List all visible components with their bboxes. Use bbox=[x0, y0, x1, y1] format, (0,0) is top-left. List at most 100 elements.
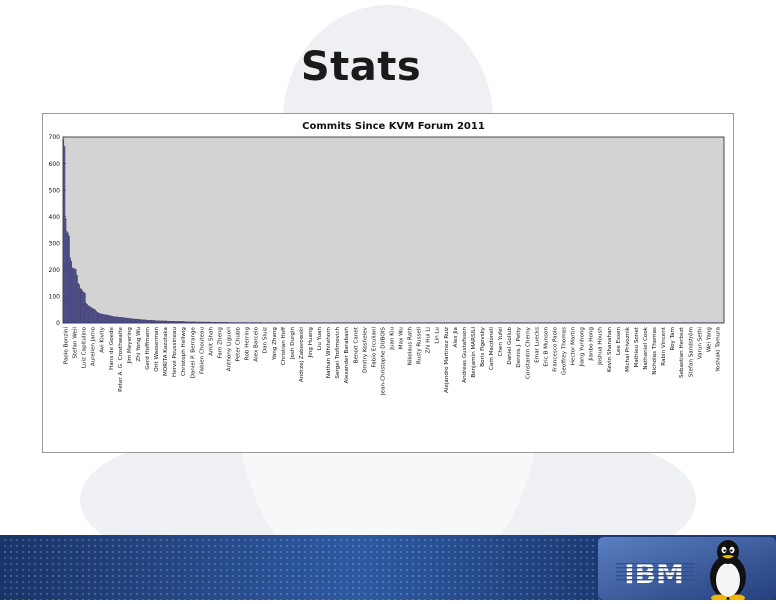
bar bbox=[150, 320, 151, 323]
bar bbox=[162, 321, 163, 323]
bar bbox=[248, 322, 249, 323]
bar bbox=[185, 322, 186, 323]
bar bbox=[240, 322, 241, 323]
x-tick-label: Zhi Yong Wu bbox=[136, 327, 142, 362]
bar bbox=[171, 321, 172, 323]
bar bbox=[156, 321, 157, 323]
bar bbox=[250, 322, 251, 323]
x-tick-label: Roy Tam bbox=[670, 327, 676, 351]
bar bbox=[70, 258, 71, 323]
bar bbox=[255, 322, 256, 323]
bar bbox=[223, 322, 224, 323]
y-tick-label: 300 bbox=[49, 240, 61, 247]
x-tick-label: Aurelien Jarno bbox=[91, 326, 97, 366]
x-tick-label: Jiang Yunhong bbox=[580, 327, 586, 368]
bar bbox=[198, 322, 199, 323]
bar bbox=[147, 320, 148, 323]
bar bbox=[238, 322, 239, 323]
bar bbox=[77, 275, 78, 323]
bar bbox=[141, 320, 142, 323]
bar bbox=[65, 218, 66, 323]
x-tick-label: Avi Kivity bbox=[100, 326, 106, 352]
bar bbox=[151, 320, 152, 323]
bar bbox=[68, 233, 69, 323]
x-tick-label: Max Wu bbox=[399, 327, 405, 350]
bar bbox=[149, 320, 150, 323]
bar bbox=[167, 321, 168, 323]
bar bbox=[112, 316, 113, 323]
bar bbox=[257, 322, 258, 323]
bar bbox=[180, 321, 181, 323]
bar bbox=[226, 322, 227, 323]
bar bbox=[215, 322, 216, 323]
bar bbox=[218, 322, 219, 323]
bar bbox=[181, 321, 182, 323]
bar bbox=[105, 315, 106, 323]
bar bbox=[178, 321, 179, 323]
bar bbox=[125, 318, 126, 323]
bar bbox=[196, 322, 197, 323]
bar bbox=[129, 318, 130, 323]
bar bbox=[199, 322, 200, 323]
x-tick-label: Geoffrey Thomas bbox=[562, 327, 568, 375]
x-tick-label: MORITA Kazutaka bbox=[163, 327, 169, 376]
x-tick-label: Rusty Russell bbox=[417, 327, 423, 364]
bar bbox=[261, 322, 262, 323]
bar bbox=[64, 146, 65, 323]
bar bbox=[90, 307, 91, 323]
bar bbox=[71, 261, 72, 323]
bar bbox=[83, 292, 84, 323]
bar bbox=[165, 321, 166, 323]
bar bbox=[99, 313, 100, 323]
x-tick-label: Jianbo Hong bbox=[589, 327, 595, 362]
svg-text:IBM: IBM bbox=[624, 557, 684, 590]
bar bbox=[91, 308, 92, 323]
x-tick-label: Chen Yufei bbox=[498, 327, 504, 357]
bar bbox=[161, 321, 162, 323]
x-tick-label: Christoph Hellwig bbox=[181, 327, 187, 377]
x-tick-label: Zhi Hui Li bbox=[426, 327, 432, 354]
plot-area bbox=[63, 137, 724, 323]
bar bbox=[229, 322, 230, 323]
x-tick-label: Luiz Capitulino bbox=[82, 326, 88, 368]
x-tick-label: Orit Wasserman bbox=[154, 327, 160, 372]
bar bbox=[108, 315, 109, 323]
bar bbox=[230, 322, 231, 323]
x-tick-label: Hans de Goede bbox=[109, 326, 115, 369]
x-tick-label: Dmitry Koshelev bbox=[362, 326, 368, 373]
bar bbox=[66, 231, 67, 323]
bar bbox=[244, 322, 245, 323]
bar bbox=[225, 322, 226, 323]
bar bbox=[182, 321, 183, 323]
x-tick-label: Andrzej Zaborowski bbox=[299, 327, 305, 382]
bar bbox=[109, 316, 110, 323]
bar bbox=[114, 317, 115, 323]
x-tick-label: Peter A. G. Crosthwaite bbox=[118, 326, 124, 391]
y-tick-label: 200 bbox=[49, 267, 61, 274]
x-tick-label: Sebastian Herbszt bbox=[679, 326, 685, 378]
bar bbox=[202, 322, 203, 323]
bar bbox=[236, 322, 237, 323]
x-tick-label: Joshua Housh bbox=[598, 327, 604, 366]
bar bbox=[170, 321, 171, 323]
bar bbox=[81, 289, 82, 323]
bar bbox=[232, 322, 233, 323]
bar bbox=[88, 306, 89, 323]
bar bbox=[98, 313, 99, 323]
bar bbox=[227, 322, 228, 323]
commits-bar-chart: Commits Since KVM Forum 2011010020030040… bbox=[43, 114, 733, 452]
x-tick-label: Josh Durgin bbox=[290, 327, 296, 360]
bar bbox=[208, 322, 209, 323]
x-tick-label: Alex Barcelo bbox=[254, 326, 260, 361]
bar bbox=[103, 314, 104, 323]
bar bbox=[246, 322, 247, 323]
bar bbox=[85, 293, 86, 323]
bar bbox=[173, 321, 174, 323]
bar bbox=[235, 322, 236, 323]
bar bbox=[168, 321, 169, 323]
x-tick-label: Lee Essen bbox=[616, 327, 622, 355]
bar bbox=[102, 314, 103, 323]
x-tick-label: Paolo Bonzini bbox=[64, 327, 70, 365]
bar bbox=[207, 322, 208, 323]
